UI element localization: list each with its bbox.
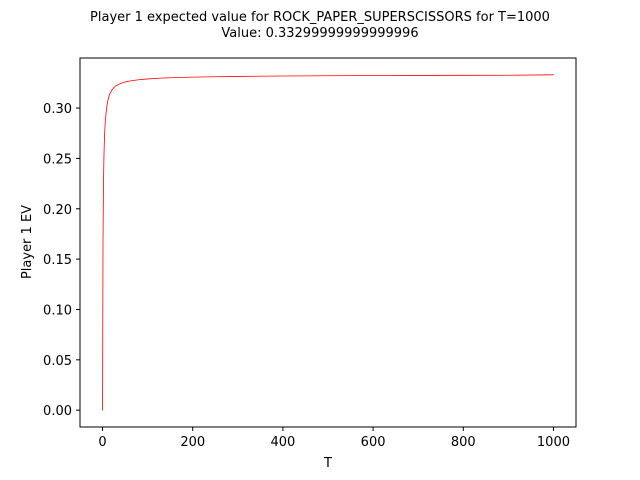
y-tick-label: 0.30 (43, 102, 72, 117)
y-tick-label: 0.25 (43, 152, 72, 167)
x-tick-label: 0 (98, 435, 106, 450)
y-axis-label: Player 1 EV (20, 205, 35, 279)
chart-subtitle: Value: 0.33299999999999996 (221, 26, 418, 41)
plot-frame (79, 57, 577, 428)
x-axis: 0 200 400 600 800 1000 (98, 427, 570, 450)
y-tick-label: 0.20 (43, 203, 72, 218)
x-tick-label: 200 (180, 435, 205, 450)
y-tick-label: 0.10 (43, 303, 72, 318)
series-line (102, 74, 554, 411)
y-tick-label: 0.05 (43, 354, 72, 369)
x-tick-label: 800 (451, 435, 476, 450)
y-tick-label: 0.00 (43, 404, 72, 419)
plot-area (79, 57, 577, 428)
y-tick-label: 0.15 (43, 253, 72, 268)
y-axis: 0.00 0.05 0.10 0.15 0.20 0.25 0.30 (43, 102, 80, 419)
x-tick-label: 1000 (537, 435, 570, 450)
series-layer (102, 74, 554, 411)
x-tick-label: 400 (270, 435, 295, 450)
x-axis-label: T (323, 456, 332, 471)
x-tick-label: 600 (361, 435, 386, 450)
chart-title: Player 1 expected value for ROCK_PAPER_S… (90, 10, 550, 25)
